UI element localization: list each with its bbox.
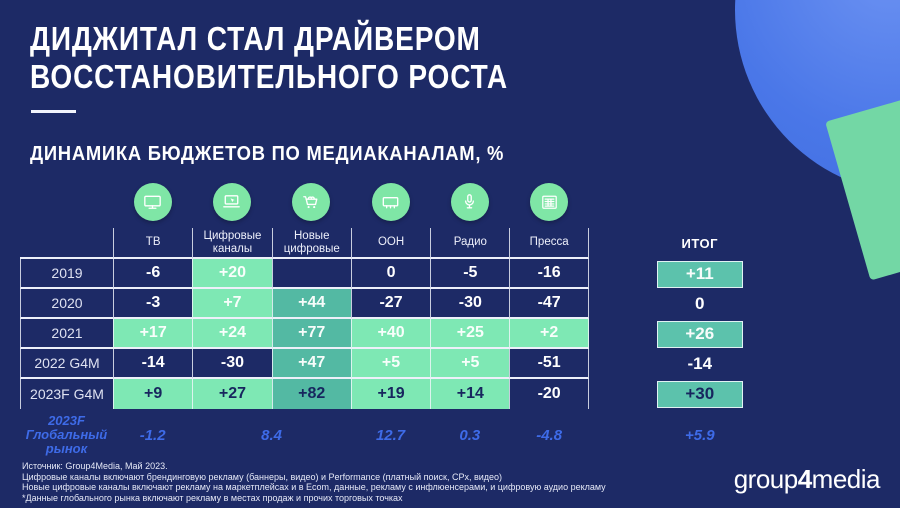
column-header-press: Пресса	[509, 228, 589, 259]
global-value: 0.3	[459, 426, 481, 444]
table-cell: -20	[509, 379, 589, 409]
total-badge: +30	[656, 380, 743, 408]
table-cell: +20	[192, 259, 272, 289]
table-cell: -16	[509, 259, 589, 289]
column-header-tv: ТВ	[113, 228, 193, 259]
table-cell: -30	[192, 349, 272, 379]
column-icon-tv	[113, 183, 192, 228]
table-cell: +5	[430, 349, 510, 379]
page-title: ДИДЖИТАЛ СТАЛ ДРАЙВЕРОМ ВОССТАНОВИТЕЛЬНО…	[30, 20, 508, 96]
table-cell: +7	[192, 289, 272, 319]
global-value: -1.2	[139, 426, 166, 444]
source-footnotes: Источник: Group4Media, Май 2023. Цифровы…	[22, 461, 606, 503]
icon-total-spacer	[657, 183, 743, 228]
column-header-new-digital: Новые цифровые	[271, 228, 351, 259]
microphone-icon	[450, 183, 489, 221]
table-cell: +40	[350, 319, 431, 349]
footnote-line: *Данные глобального рынка включают рекла…	[22, 492, 403, 503]
column-icon-radio	[430, 183, 509, 228]
table-cell: +25	[430, 319, 510, 349]
row-label: 2020	[20, 289, 113, 319]
icon-spacer	[20, 183, 113, 228]
table-cell: -14	[113, 349, 193, 379]
shopping-cart-icon	[292, 183, 331, 221]
table-cell: +5	[350, 349, 431, 379]
title-line1: ДИДЖИТАЛ СТАЛ ДРАЙВЕРОМ	[30, 20, 481, 57]
logo-part: group	[733, 464, 799, 494]
press-icon	[530, 183, 569, 221]
row-label: 2022 G4M	[20, 349, 113, 379]
column-header-total: ИТОГ	[681, 236, 718, 251]
column-icon-ooh	[351, 183, 430, 228]
logo-part: media	[811, 464, 881, 494]
header-spacer	[20, 228, 113, 259]
table-cell: +9	[113, 379, 193, 409]
footnote-line: Цифровые каналы включают брендинговую ре…	[22, 471, 503, 482]
chart-subtitle: ДИНАМИКА БЮДЖЕТОВ ПО МЕДИАКАНАЛАМ, %	[30, 143, 505, 165]
row-label: 2019	[20, 259, 113, 289]
logo-part: 4	[797, 464, 812, 494]
total-cell: +30	[656, 379, 743, 409]
table-cell: +24	[192, 319, 272, 349]
footnote-line: Новые цифровые каналы включают рекламу н…	[22, 482, 606, 492]
table-cell: +27	[192, 379, 272, 409]
column-icon-new-digital	[272, 183, 351, 228]
digital-channels-icon	[212, 183, 251, 221]
total-cell: +26	[656, 319, 743, 349]
column-header-ooh: ООН	[350, 228, 431, 259]
column-icon-digital	[192, 183, 271, 228]
title-underline	[31, 110, 76, 113]
table-cell: -27	[350, 289, 431, 319]
media-budgets-table: ТВ Цифровые каналы Новые цифровые ООН Ра…	[20, 183, 743, 461]
global-value: 8.4	[261, 426, 283, 444]
table-cell: +14	[430, 379, 510, 409]
total-cell: -14	[687, 354, 713, 373]
table-cell: +77	[271, 319, 351, 349]
table-cell	[271, 259, 351, 289]
table-cell: -51	[509, 349, 589, 379]
row-label: 2021	[20, 319, 113, 349]
column-header-digital: Цифровые каналы	[192, 228, 272, 259]
table-cell: +19	[350, 379, 431, 409]
table-cell: -6	[113, 259, 193, 289]
footnote-line: Источник: Group4Media, Май 2023.	[22, 461, 168, 471]
table-cell: -47	[509, 289, 589, 319]
icon-gap	[589, 183, 657, 228]
column-header-radio: Радио	[430, 228, 510, 259]
table-cell: +47	[271, 349, 351, 379]
total-badge: +11	[656, 260, 743, 288]
table-cell: 0	[350, 259, 431, 289]
global-value: -4.8	[536, 426, 563, 444]
global-value: 12.7	[375, 426, 406, 444]
row-label: 2023F G4M	[20, 379, 113, 409]
tv-icon	[133, 183, 172, 221]
total-badge: +26	[656, 320, 743, 348]
group4media-logo: group4media	[733, 464, 881, 495]
header-gap	[589, 228, 657, 259]
total-cell: +11	[656, 259, 743, 289]
table-cell: -3	[113, 289, 193, 319]
table-cell: +2	[509, 319, 589, 349]
global-total-value: +5.9	[684, 426, 715, 444]
table-cell: -30	[430, 289, 510, 319]
column-icon-press	[509, 183, 588, 228]
title-line2: ВОССТАНОВИТЕЛЬНОГО РОСТА	[30, 58, 508, 95]
table-cell: -5	[430, 259, 510, 289]
global-row-label: 2023F Глобальный рынок	[25, 413, 108, 456]
table-cell: +17	[113, 319, 193, 349]
table-cell: +82	[271, 379, 351, 409]
total-cell: 0	[695, 294, 705, 313]
table-cell: +44	[271, 289, 351, 319]
billboard-icon	[371, 183, 410, 221]
